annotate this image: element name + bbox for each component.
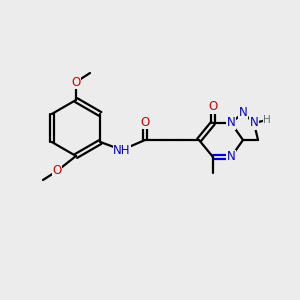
Text: NH: NH (113, 143, 131, 157)
Text: N: N (238, 106, 247, 119)
Text: O: O (140, 116, 150, 128)
Text: N: N (226, 151, 236, 164)
Text: O: O (208, 100, 217, 113)
Text: O: O (71, 76, 81, 88)
Text: N: N (250, 116, 258, 130)
Text: O: O (52, 164, 62, 178)
Text: H: H (263, 115, 271, 125)
Text: N: N (226, 116, 236, 130)
